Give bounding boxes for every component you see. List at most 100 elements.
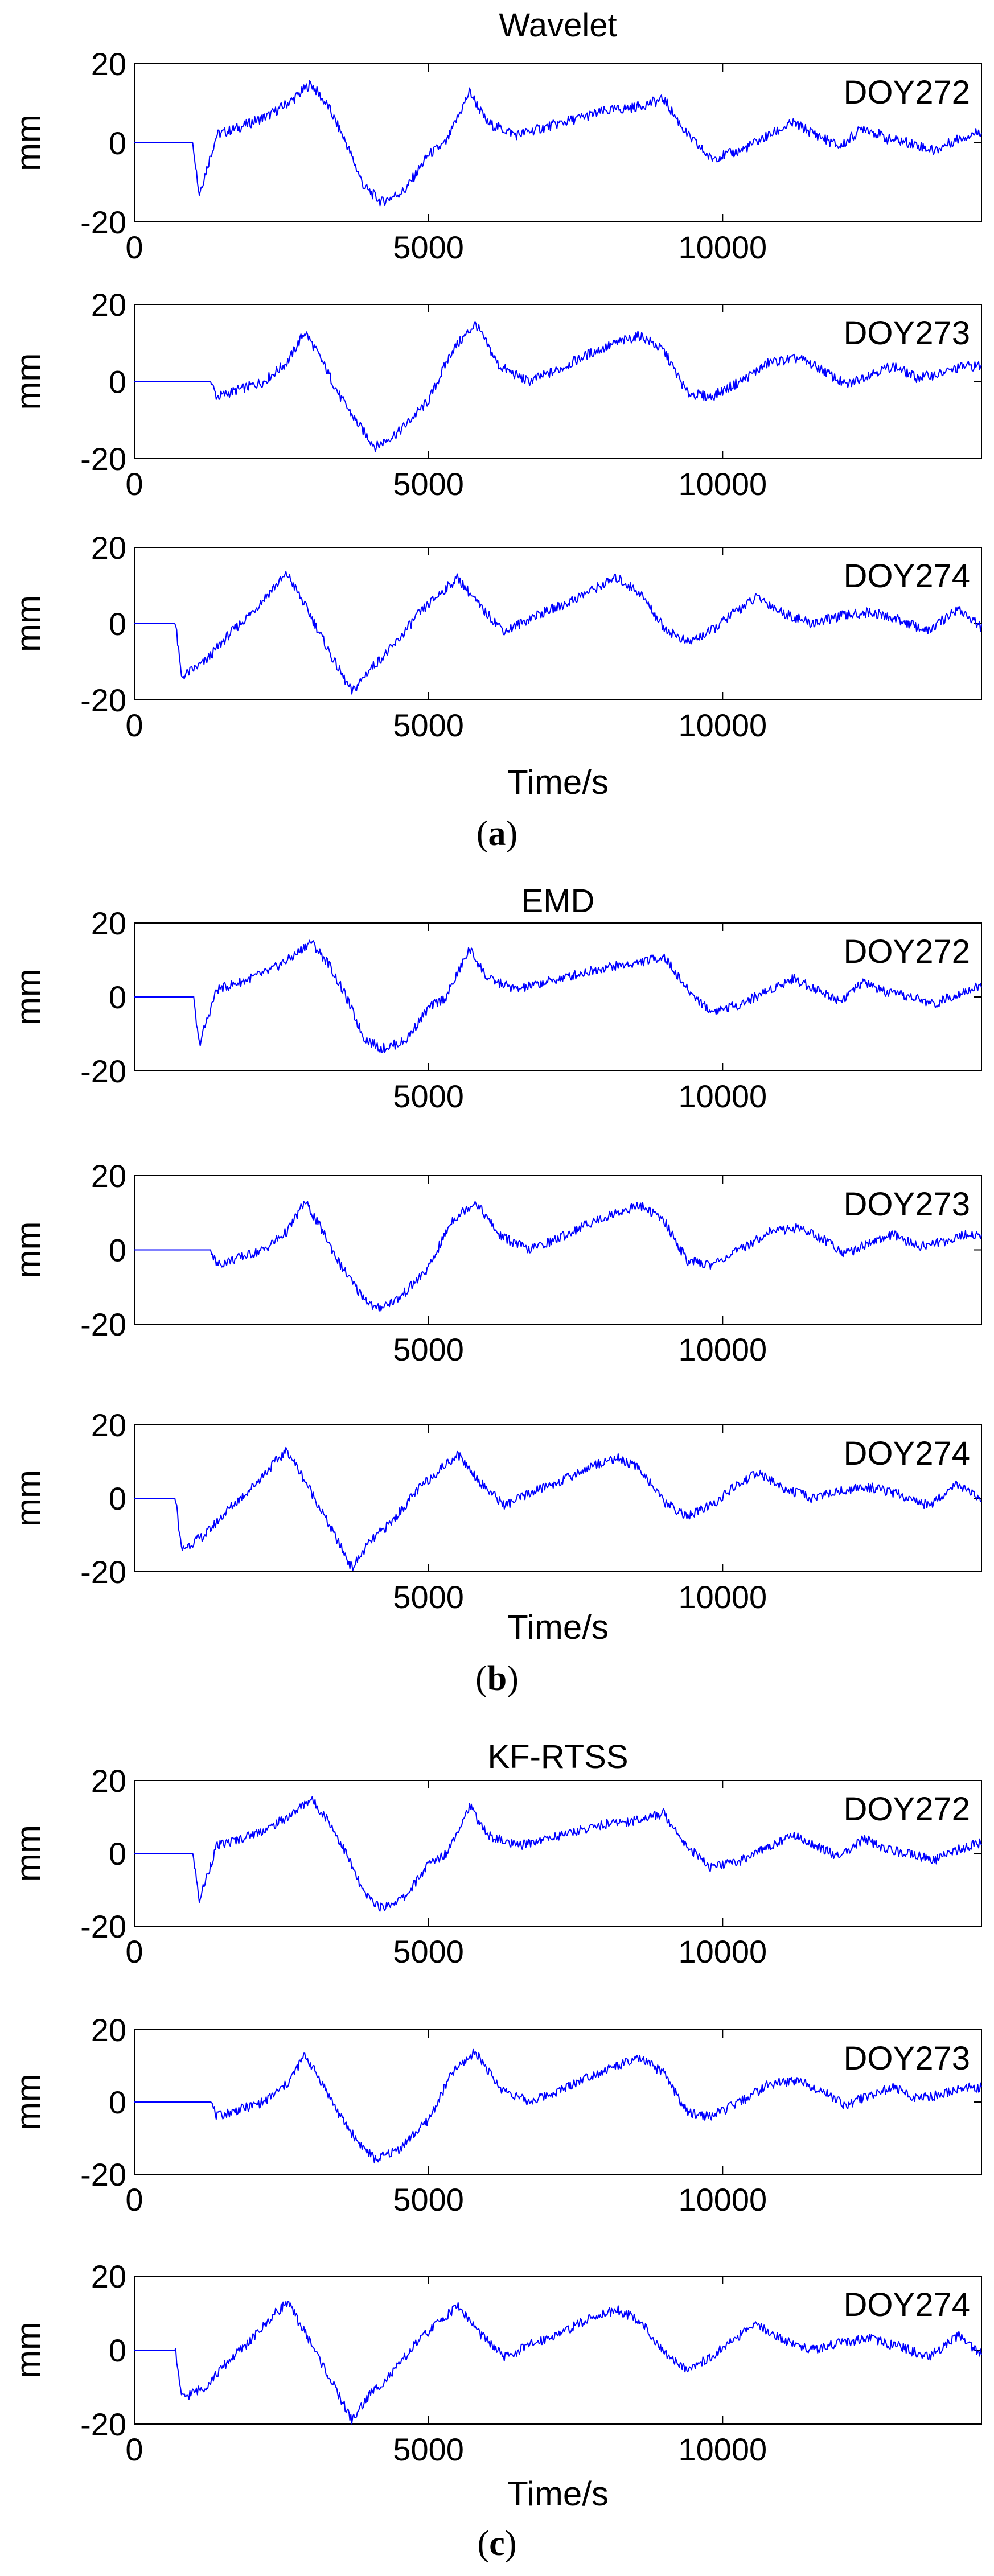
series-line-doy274 <box>134 1446 982 1571</box>
y-tick-label: 0 <box>109 1481 126 1516</box>
y-tick-label: 20 <box>91 905 126 941</box>
y-tick-label: -20 <box>80 1554 126 1590</box>
y-tick-label: 20 <box>91 2012 126 2048</box>
subplot-doy272: 20 0 -20 5000 10000 mm DOY272 <box>9 905 982 1114</box>
x-tick-label: 10000 <box>678 1078 767 1114</box>
series-label: DOY272 <box>844 933 970 970</box>
y-tick-label: 0 <box>109 2332 126 2368</box>
series-label: DOY274 <box>844 1435 970 1472</box>
x-tick-label: 10000 <box>678 2431 767 2467</box>
x-axis-label: Time/s <box>507 763 609 801</box>
series-line-doy272 <box>134 1796 982 1912</box>
x-tick-label: 10000 <box>678 1579 767 1615</box>
panel-label-open: ( <box>475 1659 487 1698</box>
x-tick-label: 10000 <box>678 1332 767 1367</box>
panel-label-close: ) <box>506 814 518 853</box>
panel-label: (b) <box>475 1659 519 1698</box>
x-tick-label: 10000 <box>678 1934 767 1969</box>
series-line-doy272 <box>134 80 982 207</box>
x-tick-label: 10000 <box>678 707 767 743</box>
panel-label-letter: b <box>487 1659 507 1698</box>
panel-label: (c) <box>478 2524 517 2563</box>
y-tick-label: 20 <box>91 2258 126 2294</box>
x-axis-label: Time/s <box>507 2475 609 2513</box>
y-tick-label: -20 <box>80 2406 126 2442</box>
x-tick-label: 5000 <box>393 707 464 743</box>
series-label: DOY273 <box>844 315 970 352</box>
y-axis-label: mm <box>9 2322 47 2379</box>
series-label: DOY274 <box>844 2286 970 2323</box>
y-tick-label: -20 <box>80 1306 126 1342</box>
y-tick-label: -20 <box>80 1053 126 1089</box>
x-tick-label: 5000 <box>393 229 464 265</box>
x-tick-label: 0 <box>125 707 143 743</box>
y-tick-label: 0 <box>109 1836 126 1872</box>
y-tick-label: 0 <box>109 364 126 400</box>
y-tick-label: 20 <box>91 530 126 566</box>
x-tick-label: 0 <box>125 2182 143 2218</box>
y-tick-label: 0 <box>109 125 126 161</box>
x-tick-label: 5000 <box>393 1579 464 1615</box>
y-axis-label: mm <box>9 353 47 410</box>
series-line-doy273 <box>134 1201 982 1312</box>
y-axis-label: mm <box>9 595 47 652</box>
y-tick-label: 0 <box>109 1233 126 1268</box>
x-tick-label: 5000 <box>393 2431 464 2467</box>
panel-label-close: ) <box>507 1659 519 1698</box>
series-label: DOY272 <box>844 1791 970 1828</box>
series-line-doy272 <box>134 939 982 1053</box>
y-axis-label: mm <box>9 1222 47 1279</box>
series-label: DOY274 <box>844 558 970 595</box>
panel-label-letter: a <box>488 814 506 853</box>
x-tick-label: 0 <box>125 229 143 265</box>
series-label: DOY273 <box>844 1186 970 1223</box>
y-tick-label: -20 <box>80 1909 126 1944</box>
subplot-doy273: 20 0 -20 5000 10000 mm DOY273 <box>9 1158 982 1367</box>
x-axis-label: Time/s <box>507 1608 609 1646</box>
subplot-doy274: 20 0 -20 5000 10000 mm DOY274 <box>9 1407 982 1615</box>
series-line-doy274 <box>134 571 982 695</box>
y-tick-label: -20 <box>80 682 126 718</box>
panel-title: KF-RTSS <box>487 1738 628 1775</box>
x-tick-label: 5000 <box>393 1078 464 1114</box>
y-tick-label: 0 <box>109 979 126 1015</box>
series-line-doy273 <box>134 2048 982 2164</box>
y-axis-label: mm <box>9 1825 47 1882</box>
panel-label-open: ( <box>478 2524 490 2563</box>
x-tick-label: 0 <box>125 2431 143 2467</box>
x-tick-label: 0 <box>125 466 143 502</box>
y-tick-label: 20 <box>91 1407 126 1443</box>
panel-label-letter: c <box>489 2524 505 2563</box>
x-tick-label: 0 <box>125 1934 143 1969</box>
y-axis-label: mm <box>9 114 47 171</box>
series-line-doy274 <box>134 2301 982 2425</box>
x-tick-label: 10000 <box>678 466 767 502</box>
series-label: DOY273 <box>844 2040 970 2077</box>
x-tick-label: 5000 <box>393 1332 464 1367</box>
x-tick-label: 10000 <box>678 229 767 265</box>
y-tick-label: -20 <box>80 204 126 240</box>
x-tick-label: 5000 <box>393 2182 464 2218</box>
x-tick-label: 5000 <box>393 466 464 502</box>
y-tick-label: 20 <box>91 1763 126 1799</box>
panel-title: EMD <box>521 883 595 920</box>
y-tick-label: 20 <box>91 46 126 82</box>
y-tick-label: -20 <box>80 2157 126 2192</box>
x-tick-label: 5000 <box>393 1934 464 1969</box>
y-tick-label: 0 <box>109 606 126 642</box>
series-line-doy273 <box>134 320 982 452</box>
y-axis-label: mm <box>9 2074 47 2130</box>
y-tick-label: -20 <box>80 441 126 477</box>
panel-title: Wavelet <box>499 7 617 44</box>
series-label: DOY272 <box>844 74 970 111</box>
panel-label-open: ( <box>477 814 488 853</box>
y-axis-label: mm <box>9 1470 47 1527</box>
